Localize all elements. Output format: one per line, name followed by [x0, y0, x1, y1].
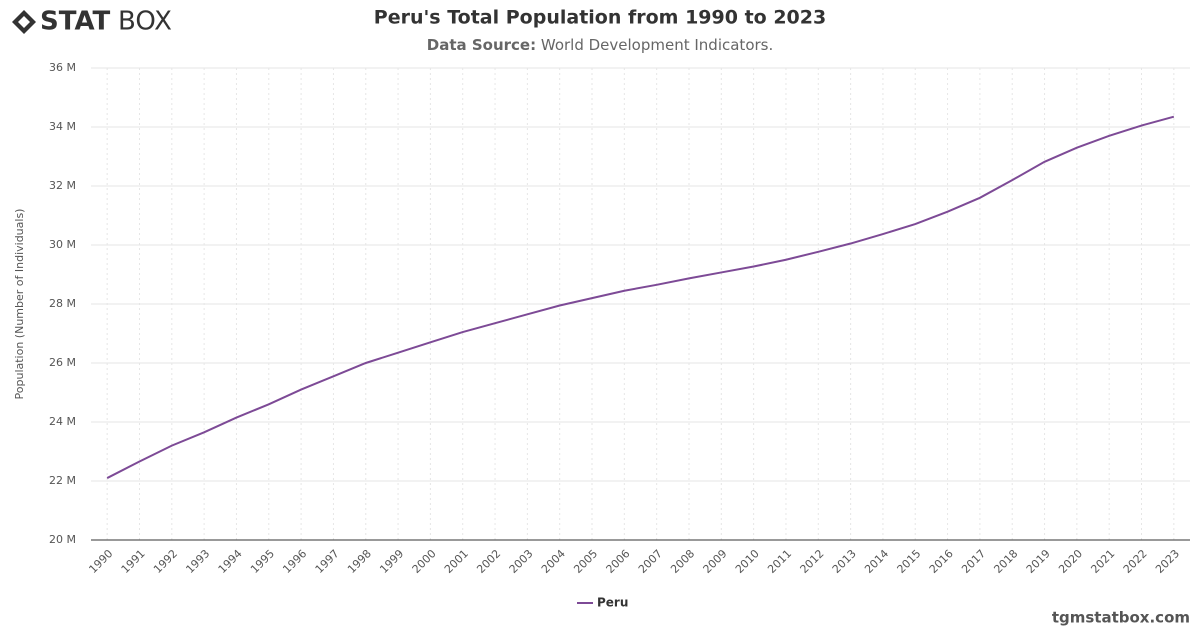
x-tick-label: 1991 [119, 547, 148, 576]
y-axis-title: Population (Number of Individuals) [13, 209, 26, 400]
x-tick-label: 1998 [345, 547, 374, 576]
y-tick-label: 26 M [49, 356, 76, 369]
logo-icon-inner [18, 16, 30, 28]
x-tick-label: 1999 [377, 547, 406, 576]
x-tick-label: 2008 [668, 547, 697, 576]
x-tick-label: 1993 [183, 547, 212, 576]
x-tick-label: 2014 [862, 547, 891, 576]
logo-bold: STAT [40, 7, 111, 37]
x-tick-label: 2015 [895, 547, 924, 576]
y-tick-label: 20 M [49, 533, 76, 546]
x-tick-label: 1990 [86, 547, 115, 576]
logo-light: BOX [118, 7, 172, 37]
series-line [106, 115, 1175, 479]
x-tick-label: 2009 [701, 547, 730, 576]
y-tick-label: 36 M [49, 61, 76, 74]
legend-label: Peru [597, 596, 628, 610]
x-tick-label: 2002 [474, 547, 503, 576]
x-tick-label: 2006 [604, 547, 633, 576]
x-tick-label: 2017 [959, 547, 988, 576]
x-tick-label: 2023 [1153, 547, 1182, 576]
x-tick-label: 2011 [765, 547, 794, 576]
source-label: Data Source: [427, 36, 536, 54]
x-tick-label: 1995 [248, 547, 277, 576]
x-tick-label: 2000 [410, 547, 439, 576]
x-tick-label: 2003 [507, 547, 536, 576]
chart-title: Peru's Total Population from 1990 to 202… [374, 7, 826, 29]
x-tick-label: 2013 [830, 547, 859, 576]
x-tick-label: 2005 [571, 547, 600, 576]
x-tick-label: 1992 [151, 547, 180, 576]
x-tick-label: 2018 [991, 547, 1020, 576]
y-tick-label: 28 M [49, 297, 76, 310]
x-tick-label: 2019 [1024, 547, 1053, 576]
subtitle: Data Source: World Development Indicator… [427, 36, 774, 54]
y-tick-label: 22 M [49, 474, 76, 487]
x-tick-label: 2022 [1121, 547, 1150, 576]
x-tick-label: 2016 [927, 547, 956, 576]
y-tick-label: 34 M [49, 120, 76, 133]
x-tick-label: 2021 [1088, 547, 1117, 576]
y-tick-label: 30 M [49, 238, 76, 251]
footer: tgmstatbox.com [1052, 609, 1190, 627]
x-tick-label: 2004 [539, 547, 568, 576]
source: World Development Indicators. [541, 36, 773, 54]
x-tick-label: 2012 [798, 547, 827, 576]
x-tick-label: 1996 [280, 547, 309, 576]
x-tick-label: 2010 [733, 547, 762, 576]
x-tick-label: 1994 [216, 547, 245, 576]
x-tick-label: 2007 [636, 547, 665, 576]
y-tick-label: 32 M [49, 179, 76, 192]
x-tick-label: 2020 [1056, 547, 1085, 576]
logo: STAT BOX [12, 7, 172, 37]
y-tick-label: 24 M [49, 415, 76, 428]
x-tick-label: 1997 [313, 547, 342, 576]
x-tick-label: 2001 [442, 547, 471, 576]
